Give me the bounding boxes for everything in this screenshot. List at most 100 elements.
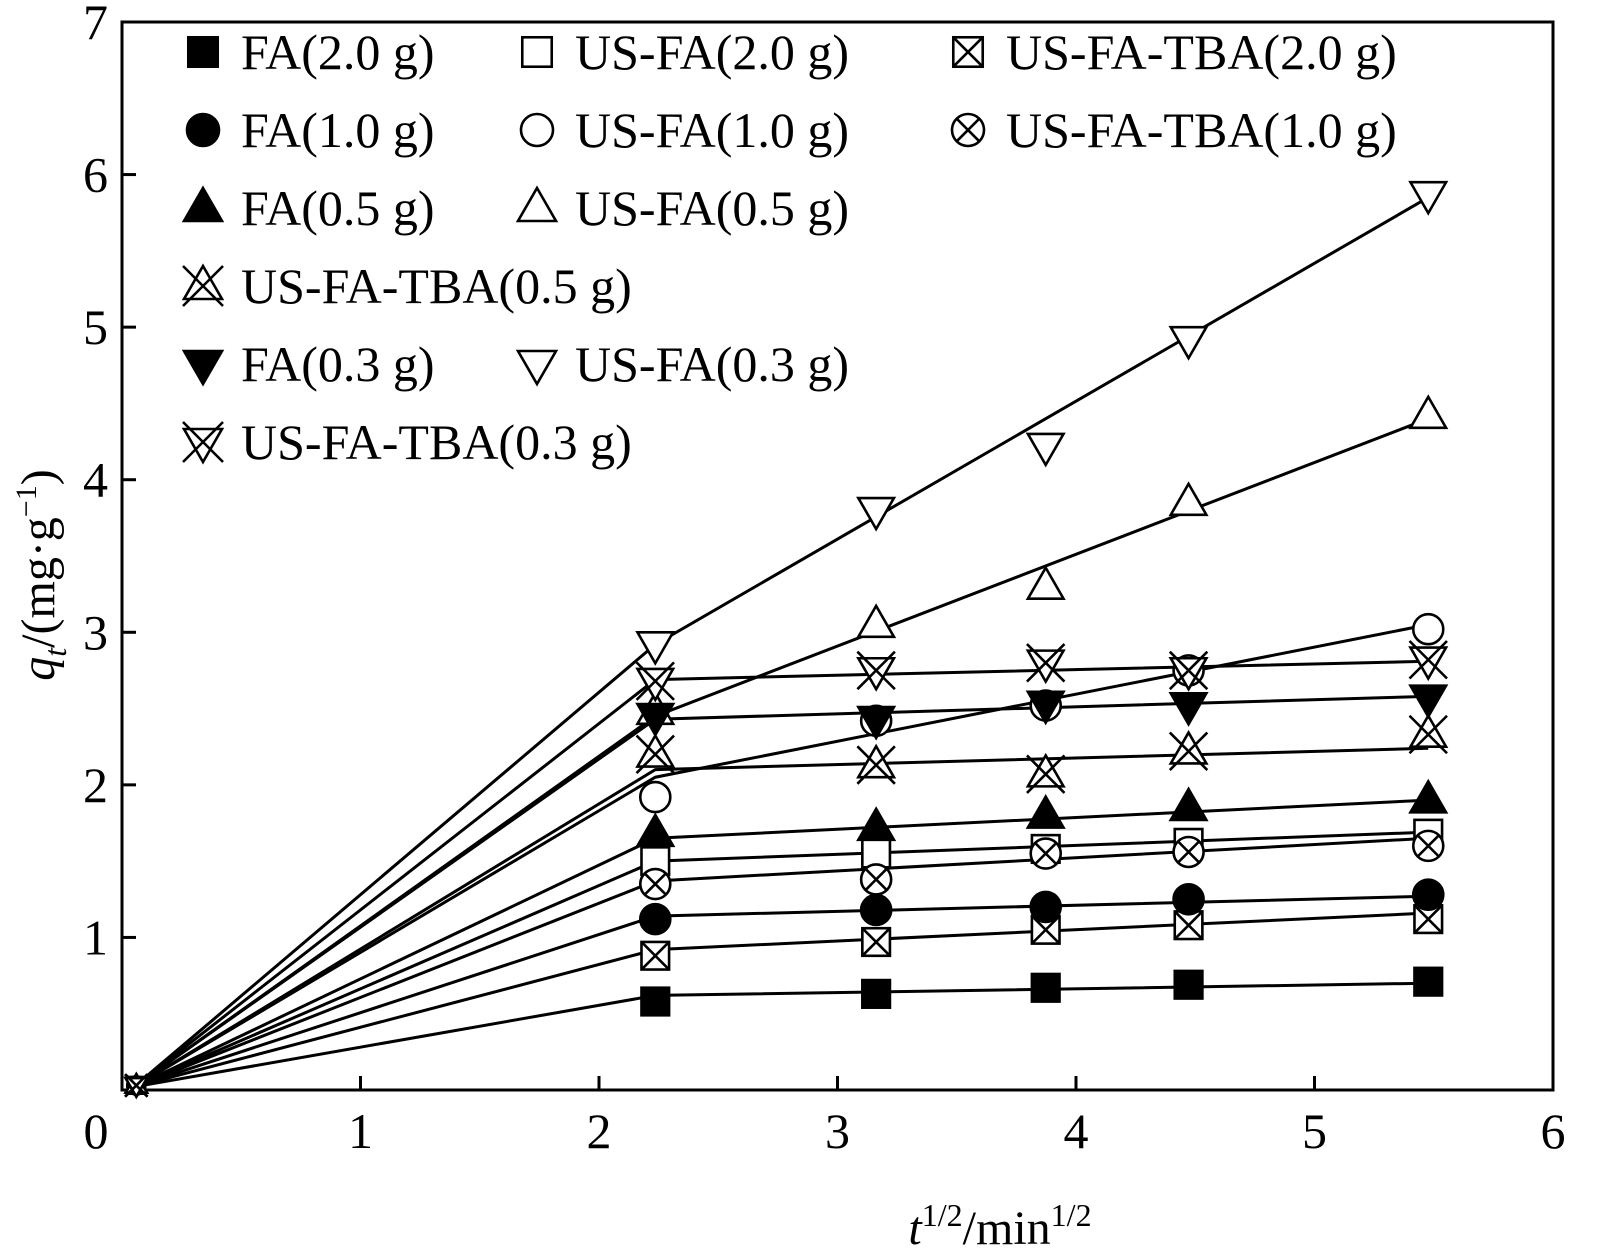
data-point bbox=[1168, 729, 1209, 771]
data-point bbox=[1029, 890, 1063, 924]
fit-line bbox=[133, 746, 1429, 1089]
data-point bbox=[638, 867, 672, 901]
legend-label: FA(0.3 g) bbox=[241, 336, 435, 392]
data-point bbox=[856, 806, 897, 842]
y-tick-label: 2 bbox=[83, 757, 108, 813]
data-point bbox=[1408, 778, 1449, 814]
data-point bbox=[1025, 643, 1066, 685]
legend-marker bbox=[185, 112, 221, 148]
legend: FA(2.0 g) US-FA(2.0 g) US-FA-TBA(2.0 g) FA(… bbox=[181, 24, 1397, 470]
legend-marker bbox=[181, 185, 225, 223]
data-point bbox=[1408, 180, 1449, 216]
fit-lines bbox=[132, 196, 1430, 1089]
legend-marker bbox=[186, 35, 220, 69]
data-point bbox=[1408, 394, 1449, 430]
y-tick-label: 1 bbox=[83, 909, 108, 965]
legend-marker bbox=[520, 35, 554, 69]
data-point bbox=[1168, 786, 1209, 822]
data-point bbox=[1029, 837, 1063, 870]
data-point bbox=[861, 978, 892, 1009]
data-point bbox=[635, 661, 676, 703]
legend-label: FA(1.0 g) bbox=[241, 102, 435, 158]
legend-marker bbox=[181, 263, 225, 307]
fit-line bbox=[132, 196, 1430, 1089]
y-tick-label: 4 bbox=[83, 452, 108, 508]
data-point bbox=[1168, 481, 1209, 517]
data-point bbox=[856, 650, 897, 692]
x-tick-label: 4 bbox=[1064, 1103, 1089, 1159]
legend-label: US-FA(0.3 g) bbox=[575, 336, 849, 392]
legend-marker bbox=[950, 112, 986, 148]
y-tick-label: 5 bbox=[83, 299, 108, 355]
data-point bbox=[856, 496, 897, 532]
data-point bbox=[1030, 972, 1061, 1003]
legend-label: US-FA(2.0 g) bbox=[575, 24, 849, 80]
data-point bbox=[856, 705, 897, 741]
data-point bbox=[1025, 794, 1066, 829]
legend-marker bbox=[515, 185, 559, 223]
data-point bbox=[856, 743, 897, 785]
legend-marker bbox=[951, 35, 985, 69]
data-point bbox=[1172, 882, 1205, 916]
data-point bbox=[1025, 752, 1066, 794]
legend-label: FA(0.5 g) bbox=[241, 180, 435, 236]
y-tick-label: 6 bbox=[83, 147, 108, 203]
y-tick-label: 7 bbox=[83, 0, 108, 50]
x-tick-label: 6 bbox=[1541, 1103, 1566, 1159]
y-tick-label: 3 bbox=[83, 604, 108, 660]
data-markers bbox=[123, 180, 1449, 1100]
data-point bbox=[1168, 692, 1209, 727]
y-axis: 1 2 3 4 5 6 7 bbox=[83, 0, 136, 965]
data-point bbox=[859, 893, 893, 927]
x-tick-label: 2 bbox=[587, 1103, 612, 1159]
legend-marker bbox=[519, 112, 555, 148]
data-point bbox=[861, 926, 892, 958]
legend-label: US-FA-TBA(0.3 g) bbox=[241, 414, 632, 470]
x-tick-label: 3 bbox=[825, 1103, 850, 1159]
fit-line bbox=[133, 894, 1429, 1089]
data-point bbox=[635, 702, 676, 738]
data-point bbox=[1168, 325, 1209, 361]
legend-label: US-FA(1.0 g) bbox=[575, 102, 849, 158]
data-point bbox=[1413, 966, 1444, 997]
data-point bbox=[1173, 910, 1204, 941]
x-tick-label: 1 bbox=[348, 1103, 373, 1159]
data-point bbox=[1025, 690, 1066, 726]
data-point bbox=[123, 1073, 150, 1100]
data-point bbox=[1173, 969, 1204, 1000]
data-point bbox=[638, 902, 672, 936]
x-tick-label: 5 bbox=[1302, 1103, 1327, 1159]
legend-label: US-FA-TBA(2.0 g) bbox=[1006, 24, 1397, 80]
legend-label: US-FA-TBA(1.0 g) bbox=[1006, 102, 1397, 158]
data-point bbox=[1411, 612, 1445, 646]
legend-marker bbox=[181, 349, 225, 387]
data-point bbox=[640, 940, 671, 971]
data-point bbox=[856, 603, 897, 639]
x-axis-title: t1/2/min1/2 bbox=[908, 1197, 1091, 1255]
legend-label: US-FA-TBA(0.5 g) bbox=[241, 258, 632, 314]
y-axis-title: qt/(mg·g−1) bbox=[10, 469, 73, 680]
legend-marker bbox=[515, 349, 559, 387]
data-point bbox=[638, 780, 672, 814]
data-point bbox=[635, 812, 676, 848]
fit-line bbox=[133, 830, 1429, 1089]
data-point bbox=[1408, 713, 1449, 755]
data-point bbox=[1172, 835, 1205, 869]
data-point bbox=[1025, 565, 1066, 601]
x-tick-label: 0 bbox=[84, 1103, 109, 1159]
data-point bbox=[635, 631, 676, 666]
data-point bbox=[1168, 650, 1209, 692]
data-point bbox=[1025, 432, 1066, 468]
fit-line bbox=[133, 623, 1429, 1089]
data-point bbox=[635, 732, 676, 775]
legend-label: US-FA(0.5 g) bbox=[575, 180, 849, 236]
data-point bbox=[1408, 640, 1449, 682]
legend-label: FA(2.0 g) bbox=[241, 24, 435, 80]
data-point bbox=[1411, 829, 1445, 863]
data-point bbox=[640, 986, 671, 1017]
data-point bbox=[1411, 878, 1445, 912]
fit-line bbox=[133, 836, 1429, 1089]
data-point bbox=[1408, 684, 1449, 720]
x-axis: 0 1 2 3 4 5 6 bbox=[84, 1076, 1566, 1159]
